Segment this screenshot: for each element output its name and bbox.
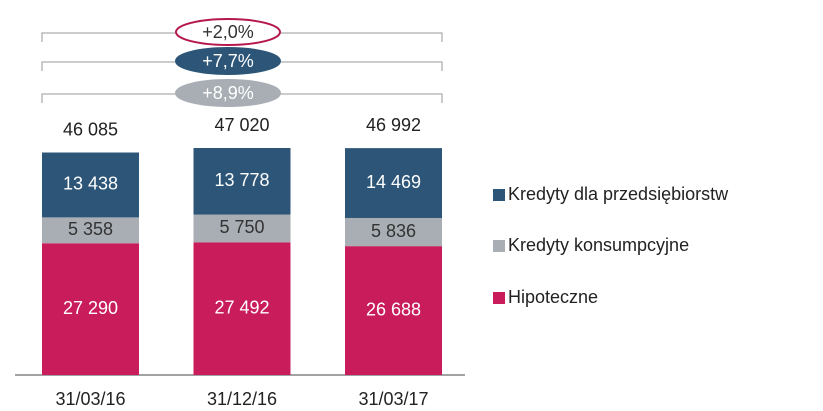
- x-tick-label: 31/03/17: [358, 389, 428, 409]
- total-label: 46 085: [63, 119, 118, 139]
- legend-swatch: [493, 189, 505, 201]
- bar-segment: [42, 152, 139, 218]
- bar-segment: [193, 242, 291, 375]
- x-tick-label: 31/12/16: [207, 389, 277, 409]
- bar-segment: [345, 217, 442, 247]
- legend-label: Kredyty dla przedsiębiorstw: [508, 184, 729, 204]
- value-label: 5 358: [68, 219, 113, 239]
- value-label: 26 688: [366, 299, 421, 319]
- total-label: 46 992: [366, 115, 421, 135]
- bar-segment: [345, 148, 442, 218]
- annotation-badge: [175, 47, 281, 75]
- bar-segment: [42, 243, 139, 375]
- bar-segment: [345, 246, 442, 375]
- legend-swatch: [493, 292, 505, 304]
- value-label: 5 836: [371, 221, 416, 241]
- bar-segment: [193, 214, 291, 243]
- x-tick-label: 31/03/16: [55, 389, 125, 409]
- value-label: 13 778: [214, 170, 269, 190]
- value-label: 13 438: [63, 174, 118, 194]
- annotation-badge: [175, 18, 281, 46]
- value-label: 27 492: [214, 297, 269, 317]
- value-label: 27 290: [63, 298, 118, 318]
- bar-segment: [193, 148, 291, 215]
- annotation: +8,9%: [202, 83, 254, 103]
- value-label: 5 750: [219, 217, 264, 237]
- value-label: 14 469: [366, 172, 421, 192]
- annotation: +7,7%: [202, 51, 254, 71]
- total-label: 47 020: [214, 115, 269, 135]
- legend-label: Hipoteczne: [508, 287, 598, 307]
- legend-swatch: [493, 240, 505, 252]
- annotation-badge: [175, 79, 281, 107]
- annotation: +2,0%: [202, 22, 254, 42]
- bar-segment: [42, 217, 139, 244]
- legend-label: Kredyty konsumpcyjne: [508, 235, 689, 255]
